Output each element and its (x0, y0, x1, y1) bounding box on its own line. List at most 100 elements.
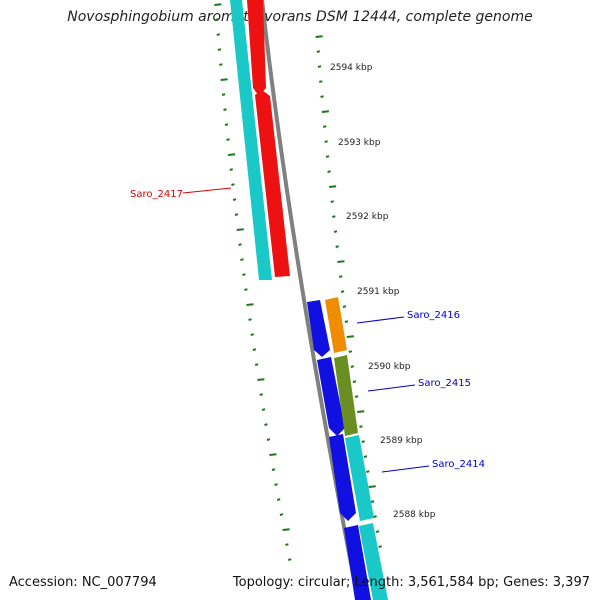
tick-mark (317, 65, 322, 68)
tick-mark (322, 125, 327, 128)
tick-mark (363, 455, 368, 458)
tick-mark (346, 335, 354, 338)
kbp-label-2592: 2592 kbp (346, 212, 389, 222)
tick-mark (373, 515, 377, 518)
tick-mark (257, 378, 265, 381)
gene-blue-1 (307, 300, 330, 357)
tick-mark (220, 78, 228, 81)
gene-saro-2414 (345, 435, 374, 521)
genome-summary-text: Topology: circular; Length: 3,561,584 bp… (232, 575, 590, 590)
tick-mark (352, 380, 357, 383)
tick-mark (366, 470, 370, 473)
kbp-label-2594: 2594 kbp (330, 63, 373, 73)
tick-mark (342, 305, 347, 308)
tick-mark (224, 123, 229, 126)
accession-text: Accession: NC_007794 (9, 575, 157, 590)
cds-strip-left (230, 0, 272, 280)
tick-mark (332, 215, 336, 218)
kbp-label-2588: 2588 kbp (393, 510, 436, 520)
leader-line-saro-2415 (367, 384, 416, 392)
tick-mark (219, 63, 223, 66)
tick-mark (350, 365, 355, 368)
kbp-label-2591: 2591 kbp (357, 287, 400, 297)
tick-mark (223, 108, 227, 111)
tick-mark (337, 260, 345, 263)
tick-mark (236, 228, 244, 231)
tick-mark (282, 528, 290, 531)
tick-mark (254, 363, 259, 366)
tick-mark (274, 483, 278, 486)
tick-mark (335, 245, 339, 248)
tick-mark (325, 155, 330, 158)
tick-mark (279, 513, 284, 516)
tick-mark (238, 243, 242, 246)
tick-mark (252, 348, 257, 351)
tick-mark (357, 410, 365, 413)
leader-line-saro-2416 (356, 316, 405, 324)
gene-label-saro-2416[interactable]: Saro_2416 (407, 310, 460, 321)
tick-mark (232, 198, 237, 201)
tick-mark (214, 3, 222, 6)
tick-mark (354, 395, 359, 398)
tick-mark (368, 485, 376, 488)
tick-mark (287, 558, 292, 561)
tick-marks-left (214, 3, 292, 561)
tick-mark (370, 500, 375, 503)
gene-cyan-bottom (359, 523, 388, 600)
tick-mark (259, 393, 263, 396)
tick-mark (329, 185, 337, 188)
gene-saro-2417-part1 (247, 0, 266, 96)
tick-mark (231, 183, 235, 186)
tick-mark (221, 93, 226, 96)
gene-label-saro-2417[interactable]: Saro_2417 (130, 189, 183, 200)
tick-mark (271, 468, 276, 471)
gene-saro-2417-part2 (255, 90, 290, 277)
tick-mark (375, 530, 380, 533)
tick-mark (264, 423, 268, 426)
tick-mark (216, 33, 221, 36)
kbp-label-2589: 2589 kbp (380, 436, 423, 446)
tick-mark (240, 258, 244, 261)
tick-mark (242, 273, 246, 276)
gene-blue-2 (317, 357, 345, 436)
kbp-label-2590: 2590 kbp (368, 362, 411, 372)
tick-mark (217, 48, 222, 51)
tick-mark (215, 18, 219, 21)
tick-mark (324, 140, 328, 143)
gene-saro-2416 (325, 297, 347, 353)
tick-mark (330, 200, 334, 203)
tick-mark (333, 230, 338, 233)
tick-mark (269, 453, 277, 456)
gene-saro-2415 (334, 355, 358, 436)
gene-blue-4 (344, 525, 371, 600)
gene-label-saro-2415[interactable]: Saro_2415 (418, 378, 471, 389)
leader-line-saro-2414 (381, 465, 430, 473)
tick-mark (261, 408, 266, 411)
tick-mark (321, 110, 329, 113)
tick-mark (266, 438, 271, 441)
gene-label-saro-2414[interactable]: Saro_2414 (432, 459, 485, 470)
tick-mark (248, 318, 252, 321)
kbp-label-2593: 2593 kbp (338, 138, 381, 148)
tick-mark (338, 275, 343, 278)
tick-mark (359, 425, 363, 428)
tick-mark (244, 288, 248, 291)
tick-mark (285, 543, 289, 546)
gene-blue-3 (329, 434, 356, 521)
tick-mark (320, 95, 324, 98)
tick-mark (250, 333, 254, 336)
tick-mark (327, 170, 331, 173)
tick-marks-right (315, 35, 382, 548)
tick-mark (378, 545, 382, 548)
tick-mark (344, 320, 349, 323)
tick-mark (315, 35, 323, 38)
tick-mark (226, 138, 230, 141)
leader-line-saro-2417 (182, 187, 232, 194)
tick-mark (319, 80, 323, 83)
page-title: Novosphingobium aromaticivorans DSM 1244… (67, 9, 533, 25)
tick-mark (229, 168, 233, 171)
tick-mark (246, 303, 254, 306)
tick-mark (361, 440, 365, 443)
tick-mark (316, 50, 321, 53)
